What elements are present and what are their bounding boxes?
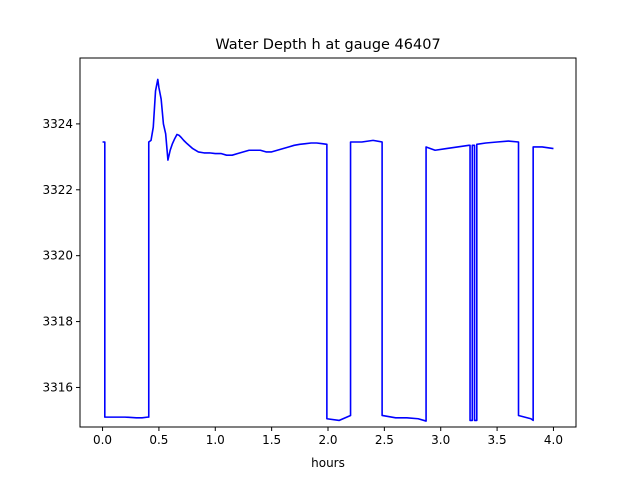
x-tick-label: 2.5	[375, 433, 394, 447]
y-axis: 3316 3318 3320 3322 3324	[42, 117, 80, 394]
x-tick-label: 2.0	[318, 433, 337, 447]
x-tick-label: 0.5	[149, 433, 168, 447]
x-tick-label: 1.5	[262, 433, 281, 447]
x-axis: 0.0 0.5 1.0 1.5 2.0 2.5 3.0 3.5 4.0	[93, 427, 563, 447]
y-tick-label: 3318	[42, 315, 73, 329]
y-tick-label: 3322	[42, 183, 73, 197]
y-tick-label: 3324	[42, 117, 73, 131]
y-tick-label: 3316	[42, 380, 73, 394]
x-axis-label: hours	[311, 456, 345, 470]
x-tick-label: 1.0	[206, 433, 225, 447]
x-tick-label: 3.5	[488, 433, 507, 447]
x-tick-label: 3.0	[431, 433, 450, 447]
series-layer	[102, 78, 554, 422]
x-tick-label: 4.0	[544, 433, 563, 447]
chart-title: Water Depth h at gauge 46407	[215, 37, 440, 53]
series-line	[102, 78, 554, 422]
x-tick-label: 0.0	[93, 433, 112, 447]
y-tick-label: 3320	[42, 249, 73, 263]
plot-area	[79, 57, 577, 428]
